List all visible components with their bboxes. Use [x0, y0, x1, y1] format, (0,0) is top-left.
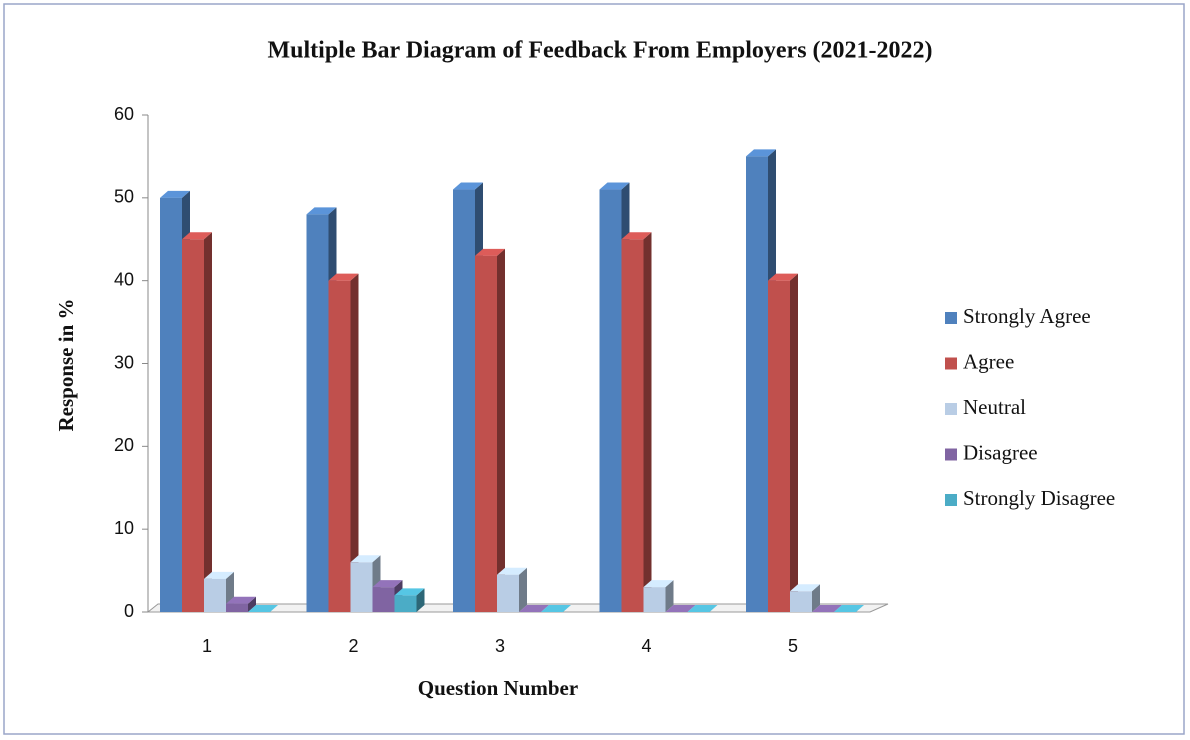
bar-top [248, 605, 278, 612]
y-tick-label: 10 [114, 518, 134, 538]
y-tick-label: 20 [114, 435, 134, 455]
bar-side [812, 584, 820, 612]
bar-top [204, 571, 234, 579]
y-tick-label: 50 [114, 187, 134, 207]
legend-label: Strongly Disagree [963, 486, 1115, 510]
bar [182, 239, 204, 612]
bar-top [350, 555, 381, 563]
chart-title: Multiple Bar Diagram of Feedback From Em… [267, 38, 932, 64]
bar [350, 562, 373, 612]
legend-label: Strongly Agree [963, 304, 1091, 328]
bar [621, 239, 644, 612]
bar-side [416, 588, 425, 612]
x-tick-label: 4 [641, 636, 651, 656]
x-tick-label: 1 [202, 636, 212, 656]
y-tick-label: 0 [124, 601, 134, 621]
bar-top [812, 605, 842, 612]
bar [497, 574, 519, 612]
bar-top [665, 605, 696, 612]
y-tick-label: 30 [114, 352, 134, 372]
legend-swatch [945, 494, 957, 506]
bar-top [475, 248, 505, 256]
bar [768, 280, 790, 612]
bar-top [768, 273, 798, 281]
bar [328, 280, 351, 612]
bar-top [328, 273, 359, 281]
bar-top [226, 596, 256, 604]
bar [643, 587, 666, 612]
bar [372, 587, 395, 612]
bar [599, 189, 622, 613]
bar-top [372, 580, 403, 588]
bar-side [350, 273, 359, 612]
bar [226, 603, 248, 612]
bar-top [453, 182, 483, 190]
x-axis-label: Question Number [418, 676, 578, 700]
bar-top [746, 149, 776, 157]
bar [394, 595, 417, 612]
x-tick-label: 3 [495, 636, 505, 656]
legend-label: Agree [963, 349, 1014, 373]
legend-swatch [945, 403, 957, 415]
legend-label: Disagree [963, 440, 1038, 464]
legend-swatch [945, 448, 957, 461]
bar [160, 197, 182, 613]
bar-side [665, 580, 674, 612]
y-tick-label: 40 [114, 269, 134, 289]
bar-top [306, 207, 337, 215]
bar-top [643, 580, 674, 588]
bar [790, 591, 812, 612]
bar [453, 189, 475, 613]
y-axis-label: Response in % [54, 298, 78, 431]
bar-side [497, 248, 505, 613]
bar-top [394, 588, 425, 596]
bar-side [519, 567, 527, 612]
bar-top [497, 567, 527, 575]
bar-top [519, 605, 549, 612]
bar [306, 214, 329, 612]
bar-top [687, 605, 718, 612]
bar [204, 578, 226, 612]
bar-top [160, 190, 190, 198]
x-tick-label: 2 [348, 636, 358, 656]
bar-top [834, 605, 864, 612]
legend-swatch [945, 312, 957, 324]
bar-top [790, 584, 820, 592]
bar-side [248, 596, 256, 612]
y-tick-label: 60 [114, 104, 134, 124]
bar-side [204, 232, 212, 612]
bar-top [599, 182, 630, 190]
bar-top [621, 232, 652, 240]
bar-top [182, 232, 212, 240]
legend-label: Neutral [963, 395, 1026, 419]
x-tick-label: 5 [788, 636, 798, 656]
bar [475, 255, 497, 613]
bar-top [541, 605, 571, 612]
bar-side [643, 232, 652, 612]
bar [746, 156, 768, 612]
bar-side [790, 273, 798, 612]
legend-swatch [945, 357, 957, 370]
